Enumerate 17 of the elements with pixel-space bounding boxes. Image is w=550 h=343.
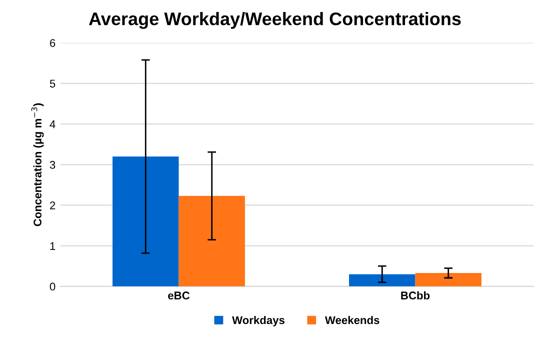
- y-tick-label: 0: [50, 282, 56, 291]
- y-axis-title: Concentration (µg m$^{−3}$): [31, 103, 44, 226]
- y-tick-label: 5: [50, 80, 56, 88]
- y-tick-label: 1: [50, 242, 56, 250]
- legend-label: Workdays: [232, 316, 285, 326]
- x-tick-label: BCbb: [401, 291, 430, 300]
- bar: [112, 156, 179, 286]
- x-tick-label: eBC: [168, 292, 190, 300]
- chart-title: Average Workday/Weekend Concentrations: [88, 12, 461, 29]
- y-tick-label: 2: [50, 201, 56, 210]
- legend-label: Weekends: [324, 316, 380, 324]
- y-tick-label: 4: [50, 120, 56, 128]
- bar: [178, 196, 245, 286]
- y-tick-label: 6: [50, 39, 56, 48]
- bar: [415, 273, 482, 286]
- bar: [349, 274, 416, 286]
- y-tick-label: 3: [50, 160, 56, 169]
